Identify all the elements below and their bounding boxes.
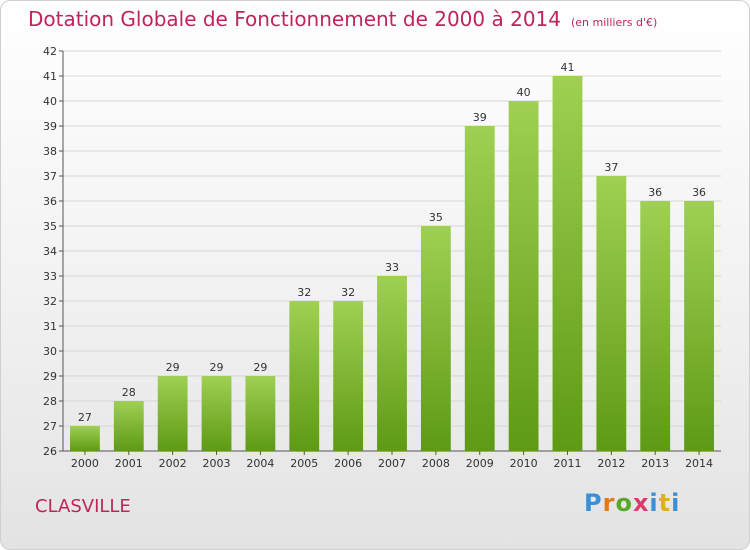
proxiti-logo[interactable]: Proxiti (584, 489, 681, 517)
y-tick-label: 33 (43, 270, 57, 283)
y-tick-label: 34 (43, 245, 57, 258)
bar-2010 (508, 101, 539, 451)
value-label-2010: 40 (517, 86, 531, 99)
bar-2012 (596, 176, 627, 451)
value-label-2011: 41 (560, 61, 574, 74)
value-label-2000: 27 (78, 411, 92, 424)
y-tick-label: 29 (43, 370, 57, 383)
x-tick-label-2012: 2012 (597, 457, 625, 470)
value-label-2007: 33 (385, 261, 399, 274)
bar-2004 (245, 376, 276, 451)
y-tick-label: 37 (43, 170, 57, 183)
y-tick-label: 39 (43, 120, 57, 133)
x-tick-label-2010: 2010 (510, 457, 538, 470)
bars (70, 76, 714, 451)
x-tick-label-2001: 2001 (115, 457, 143, 470)
value-labels: 27 28 29 29 29 32 32 33 35 39 40 41 37 36 36 (78, 61, 706, 424)
bar-2007 (377, 276, 407, 451)
y-tick-label: 28 (43, 395, 57, 408)
y-tick-label: 30 (43, 345, 57, 358)
y-tick-label: 35 (43, 220, 57, 233)
value-label-2002: 29 (166, 361, 180, 374)
bar-2014 (684, 201, 714, 451)
y-tick-label: 27 (43, 420, 57, 433)
x-tick-label-2007: 2007 (378, 457, 406, 470)
x-tick-label-2003: 2003 (203, 457, 231, 470)
chart-title: Dotation Globale de Fonctionnement de 20… (28, 7, 658, 31)
bar-2009 (464, 126, 495, 451)
value-label-2008: 35 (429, 211, 443, 224)
bar-2008 (420, 226, 451, 451)
value-label-2004: 29 (253, 361, 267, 374)
x-tick-label-2013: 2013 (641, 457, 669, 470)
commune-name: CLASVILLE (35, 496, 131, 517)
y-tick-label: 42 (43, 45, 57, 58)
value-label-2005: 32 (297, 286, 311, 299)
bar-2001 (113, 401, 144, 451)
bar-2002 (157, 376, 188, 451)
y-tick-label: 32 (43, 295, 57, 308)
x-tick-label-2005: 2005 (290, 457, 318, 470)
bar-2000 (70, 426, 100, 451)
bar-2013 (640, 201, 671, 451)
x-tick-label-2000: 2000 (71, 457, 99, 470)
y-tick-label: 38 (43, 145, 57, 158)
value-label-2012: 37 (604, 161, 618, 174)
chart-subtitle: (en milliers d'€) (571, 16, 658, 29)
x-tick-label-2006: 2006 (334, 457, 362, 470)
y-tick-label: 26 (43, 445, 57, 458)
x-tick-label-2008: 2008 (422, 457, 450, 470)
value-label-2013: 36 (648, 186, 662, 199)
value-label-2009: 39 (473, 111, 487, 124)
y-tick-label: 31 (43, 320, 57, 333)
bar-2011 (552, 76, 583, 451)
bar-2005 (289, 301, 320, 451)
y-tick-label: 41 (43, 70, 57, 83)
bar-2006 (333, 301, 364, 451)
x-tick-label-2002: 2002 (159, 457, 187, 470)
x-tick-label-2011: 2011 (553, 457, 581, 470)
value-label-2014: 36 (692, 186, 706, 199)
bar-2003 (201, 376, 232, 451)
x-tick-label-2009: 2009 (466, 457, 494, 470)
x-tick-label-2004: 2004 (246, 457, 274, 470)
y-tick-label: 40 (43, 95, 57, 108)
y-tick-label: 36 (43, 195, 57, 208)
x-tick-label-2014: 2014 (685, 457, 713, 470)
value-label-2003: 29 (210, 361, 224, 374)
value-label-2001: 28 (122, 386, 136, 399)
value-label-2006: 32 (341, 286, 355, 299)
